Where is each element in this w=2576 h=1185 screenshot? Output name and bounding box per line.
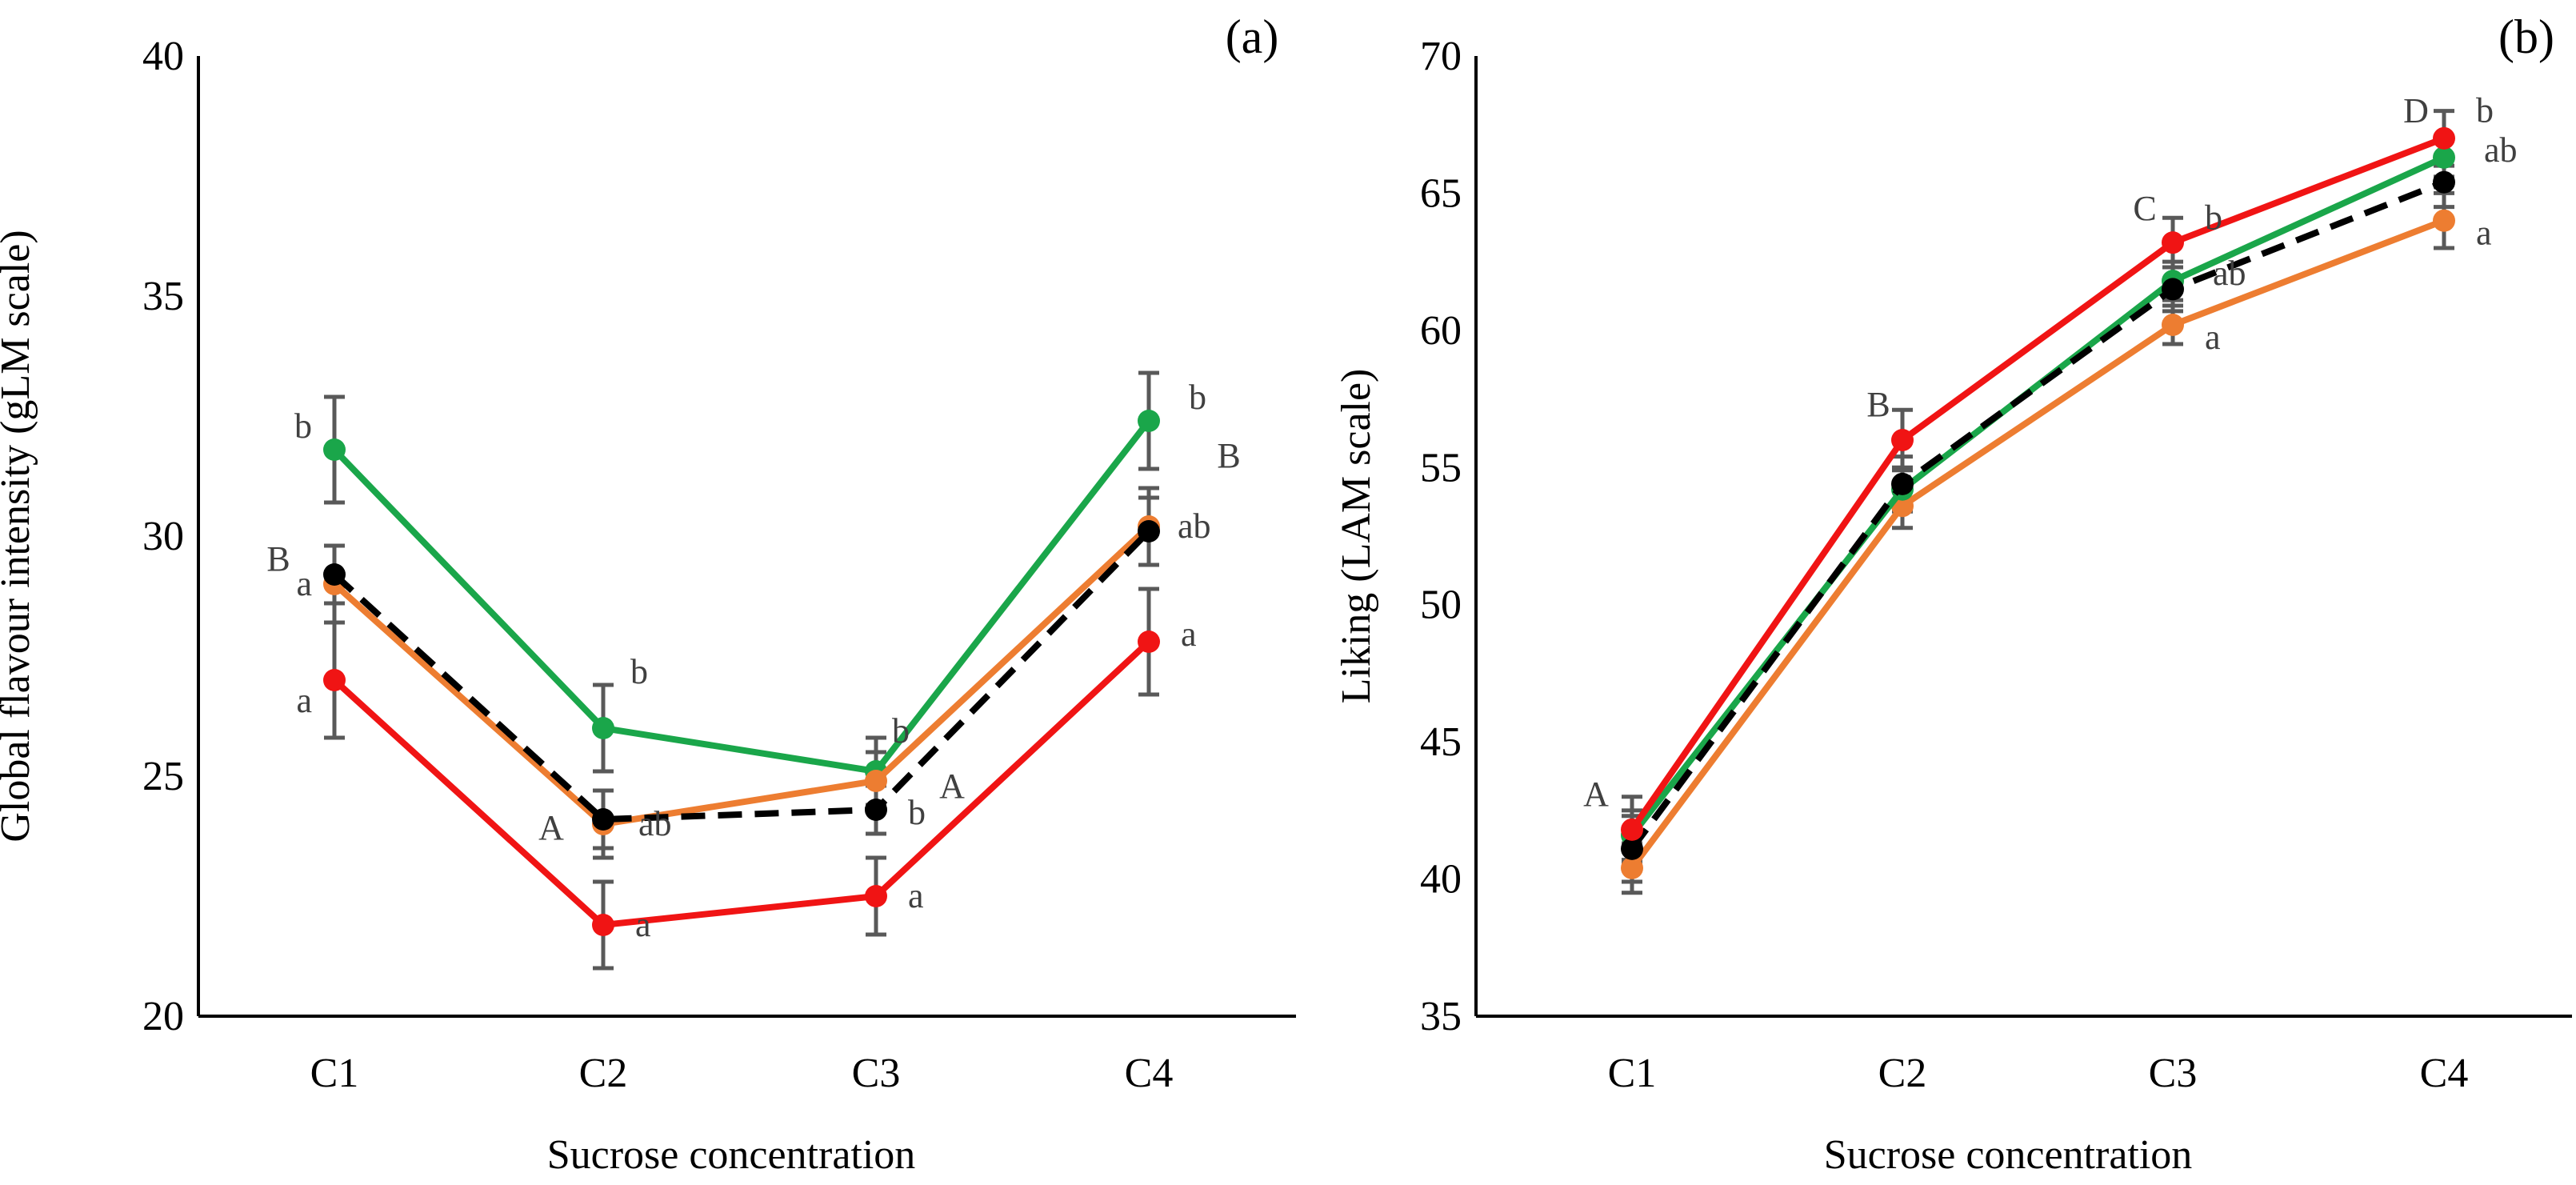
y-tick-label: 45	[1420, 719, 1462, 765]
series-red	[1621, 126, 2455, 841]
data-point-black	[1138, 520, 1160, 542]
y-tick-label: 65	[1420, 170, 1462, 216]
group-letter: B	[266, 539, 290, 578]
group-letter: B	[1866, 385, 1890, 424]
data-point-black	[1621, 837, 1643, 860]
data-point-green	[592, 717, 614, 739]
data-point-orange	[865, 770, 887, 792]
significance-letter: a	[296, 564, 312, 603]
x-tick-label: C4	[2420, 1051, 2469, 1096]
series-green	[323, 410, 1160, 783]
panel-label: (a)	[1226, 10, 1279, 63]
y-tick-label: 30	[142, 514, 184, 559]
data-point-red	[2162, 231, 2184, 254]
significance-letter: b	[294, 406, 312, 446]
data-point-red	[1138, 631, 1160, 653]
series-line-green	[1629, 154, 2446, 838]
y-axis-title: Liking (LAM scale)	[1334, 369, 1379, 704]
x-tick-label: C4	[1125, 1051, 1174, 1096]
x-tick-label: C1	[1608, 1051, 1657, 1096]
group-letter: A	[538, 808, 564, 847]
y-tick-label: 50	[1420, 582, 1462, 628]
data-point-red	[1891, 429, 1914, 451]
significance-letter: ab	[2213, 254, 2246, 293]
series-line-black	[1629, 178, 2446, 851]
y-tick-label: 60	[1420, 308, 1462, 354]
x-tick-label: C1	[310, 1051, 359, 1096]
significance-letter: ab	[638, 804, 672, 843]
x-tick-label: C2	[1878, 1051, 1927, 1096]
y-axis-title: Global flavour intensity (gLM scale)	[0, 230, 38, 842]
series-line-orange	[332, 524, 1151, 827]
x-axis-title: Sucrose concentration	[1824, 1132, 2193, 1178]
data-point-green	[2433, 146, 2455, 169]
significance-letter: b	[630, 652, 648, 691]
y-tick-label: 25	[142, 754, 184, 799]
series-black	[1621, 170, 2455, 860]
significance-letter: b	[892, 711, 910, 751]
data-point-green	[1138, 410, 1160, 432]
y-tick-label: 70	[1420, 34, 1462, 79]
data-point-black	[2162, 278, 2184, 301]
data-point-red	[865, 885, 887, 907]
y-tick-label: 35	[1420, 994, 1462, 1039]
series-line-green	[332, 418, 1152, 775]
data-point-red	[592, 914, 614, 936]
significance-letter: a	[2205, 318, 2221, 357]
series-green	[1621, 146, 2455, 847]
chart-panel-1: 20 25 30 35 40 C1 C2 C3 C4 Sucrose concentration G…	[0, 10, 1296, 1178]
group-letter: B	[1217, 436, 1240, 475]
significance-letter: b	[1189, 378, 1206, 417]
data-point-green	[323, 438, 346, 461]
significance-letter: a	[1181, 615, 1197, 654]
significance-letter: ab	[2484, 130, 2518, 170]
x-tick-label: C3	[852, 1051, 901, 1096]
series-orange	[1621, 209, 2455, 879]
group-letter: A	[1583, 775, 1609, 814]
series-line-black	[332, 529, 1151, 823]
y-tick-label: 20	[142, 994, 184, 1039]
series-line-red	[332, 639, 1151, 928]
data-point-red	[323, 669, 346, 691]
chart-panel-2: 35 40 45 50 55 60 65 70 C1 C2 C3 C4 Sucrose concentr…	[1334, 10, 2572, 1178]
series-line-red	[1629, 135, 2446, 832]
data-point-black	[323, 563, 346, 586]
data-point-black	[1891, 472, 1914, 495]
panel-label: (b)	[2498, 10, 2554, 63]
series-black	[323, 520, 1160, 831]
significance-letter: a	[635, 905, 651, 944]
y-tick-label: 35	[142, 274, 184, 319]
significance-letter: b	[2205, 198, 2222, 237]
group-letter: C	[2133, 189, 2156, 228]
data-point-red	[1621, 818, 1643, 841]
series-red	[323, 631, 1160, 936]
significance-letter: b	[908, 793, 926, 832]
significance-letter: b	[2476, 91, 2494, 130]
data-point-black	[592, 808, 614, 831]
significance-letter: a	[908, 876, 924, 915]
significance-letter: a	[296, 681, 312, 720]
series-line-orange	[1629, 217, 2446, 871]
data-point-orange	[1621, 856, 1643, 879]
x-tick-label: C3	[2149, 1051, 2198, 1096]
group-letter: A	[939, 767, 965, 806]
data-point-black	[2433, 170, 2455, 194]
significance-letter: a	[2476, 214, 2492, 253]
data-point-orange	[2162, 314, 2184, 336]
y-tick-label: 40	[1420, 857, 1462, 903]
group-letter: D	[2403, 91, 2429, 130]
data-point-black	[865, 799, 887, 821]
significance-letter: ab	[1178, 506, 1211, 546]
data-point-orange	[2433, 209, 2455, 232]
x-axis-title: Sucrose concentration	[547, 1132, 916, 1178]
y-tick-label: 40	[142, 34, 184, 79]
y-tick-label: 55	[1420, 445, 1462, 490]
x-tick-label: C2	[579, 1051, 628, 1096]
data-point-red	[2433, 126, 2455, 150]
